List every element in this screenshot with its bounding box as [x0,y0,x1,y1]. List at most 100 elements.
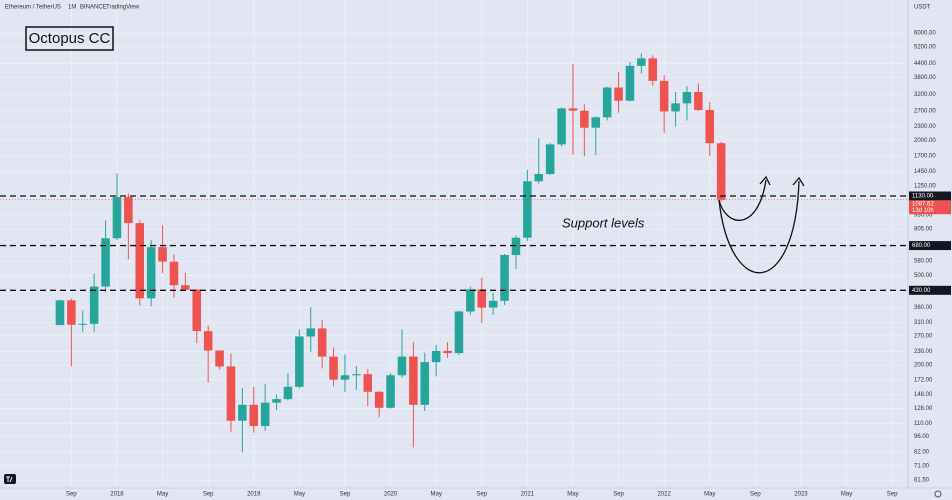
candle-body [329,356,338,380]
countdown: 13d 10h [912,208,934,214]
candle-body [523,181,532,238]
x-tick-label: 2022 [657,492,671,498]
y-tick-label: 1450.00 [914,169,936,175]
candle-body [181,285,190,290]
x-tick-label: Sep [476,492,487,498]
candle-body [89,286,99,324]
candle-body [614,87,623,101]
y-tick-label: 200.00 [914,363,933,369]
candle-body [78,323,88,325]
x-tick-label: May [704,492,715,498]
candle-body [101,238,110,287]
x-tick-label: 2019 [247,492,261,498]
level-label-box [909,191,951,201]
candle-body [169,261,179,286]
candle-body [226,366,236,421]
candle-body [386,375,395,408]
x-tick-label: 2023 [794,492,808,498]
y-tick-label: 3200.00 [914,92,936,98]
candle-body [477,289,487,308]
candle-body [272,399,281,403]
candle-body [488,300,498,308]
candle-body [295,336,304,387]
y-tick-label: 805.00 [914,227,933,233]
candle-body [215,350,224,367]
candle-body [340,375,350,380]
arrowhead [792,176,805,187]
level-label-box [909,285,951,295]
title: Octopus CC [29,30,111,47]
candle-body [705,110,715,144]
candle-body [192,289,202,332]
symbol: Ethereum / TetherUS [5,5,61,11]
candle-body [420,362,430,405]
candle-body [716,143,726,200]
x-tick-label: Sep [340,492,351,498]
source: TradingView [106,5,140,11]
candles [55,53,726,453]
candle-body [306,328,316,337]
y-tick-label: 2300.00 [914,124,936,130]
arrow [718,180,800,274]
candle-body [466,289,475,312]
y-tick-label: 270.00 [914,333,933,339]
level-label: 430.00 [912,288,931,294]
y-tick-label: 5200.00 [914,45,936,51]
exchange: BINANCE [80,5,107,11]
x-tick-label: May [841,492,852,498]
last-price-label: 1087.62 [912,201,934,207]
x-tick-label: 2018 [110,492,124,498]
x-tick-label: Sep [750,492,761,498]
y-tick-label: 82.00 [914,450,930,456]
y-tick-label: 110.00 [914,421,933,427]
candle-body [397,356,407,376]
x-tick-label: May [157,492,168,498]
y-tick-label: 2700.00 [914,109,936,115]
candle-body [534,173,544,182]
currency: USDT [914,5,931,11]
y-tick-label: 4400.00 [914,61,936,67]
candle-body [317,328,327,357]
candle-body [671,103,680,112]
candle-body [283,386,293,400]
candle-body [500,255,509,301]
y-tick-label: 172.00 [914,377,933,383]
y-tick-label: 3800.00 [914,75,936,81]
x-tick-label: Sep [887,492,898,498]
y-tick-label: 1700.00 [914,154,936,160]
candle-body [158,247,167,262]
x-tick-label: Sep [203,492,214,498]
candle-body [55,300,65,326]
candle-body [568,108,578,111]
y-tick-label: 96.00 [914,434,930,440]
candle-body [146,247,156,299]
candle-body [431,350,441,363]
y-tick-label: 930.00 [914,213,933,219]
y-tick-label: 6000.00 [914,31,936,37]
x-tick-label: May [567,492,578,498]
level-label: 680.00 [912,243,931,249]
arrow [718,179,767,221]
candle-body [238,404,247,421]
y-tick-label: 360.00 [914,305,933,311]
interval: 1M [68,5,76,11]
candle-body [67,300,76,325]
candle-body [135,223,145,299]
candle-body [591,117,601,128]
overlays [0,195,908,291]
last-price-box [909,200,951,215]
candle-body [511,237,521,256]
candle-body [443,350,452,354]
candle-body [602,87,612,118]
x-tick-label: May [294,492,305,498]
title-box [25,26,114,51]
annotation: Support levels [562,215,645,230]
y-tick-label: 2000.00 [914,138,936,144]
arrowhead [759,175,771,186]
y-tick-label: 500.00 [914,273,933,279]
candle-body [625,65,635,101]
candle-body [637,58,646,66]
candle-body [659,80,669,112]
settings-icon[interactable] [934,490,942,498]
